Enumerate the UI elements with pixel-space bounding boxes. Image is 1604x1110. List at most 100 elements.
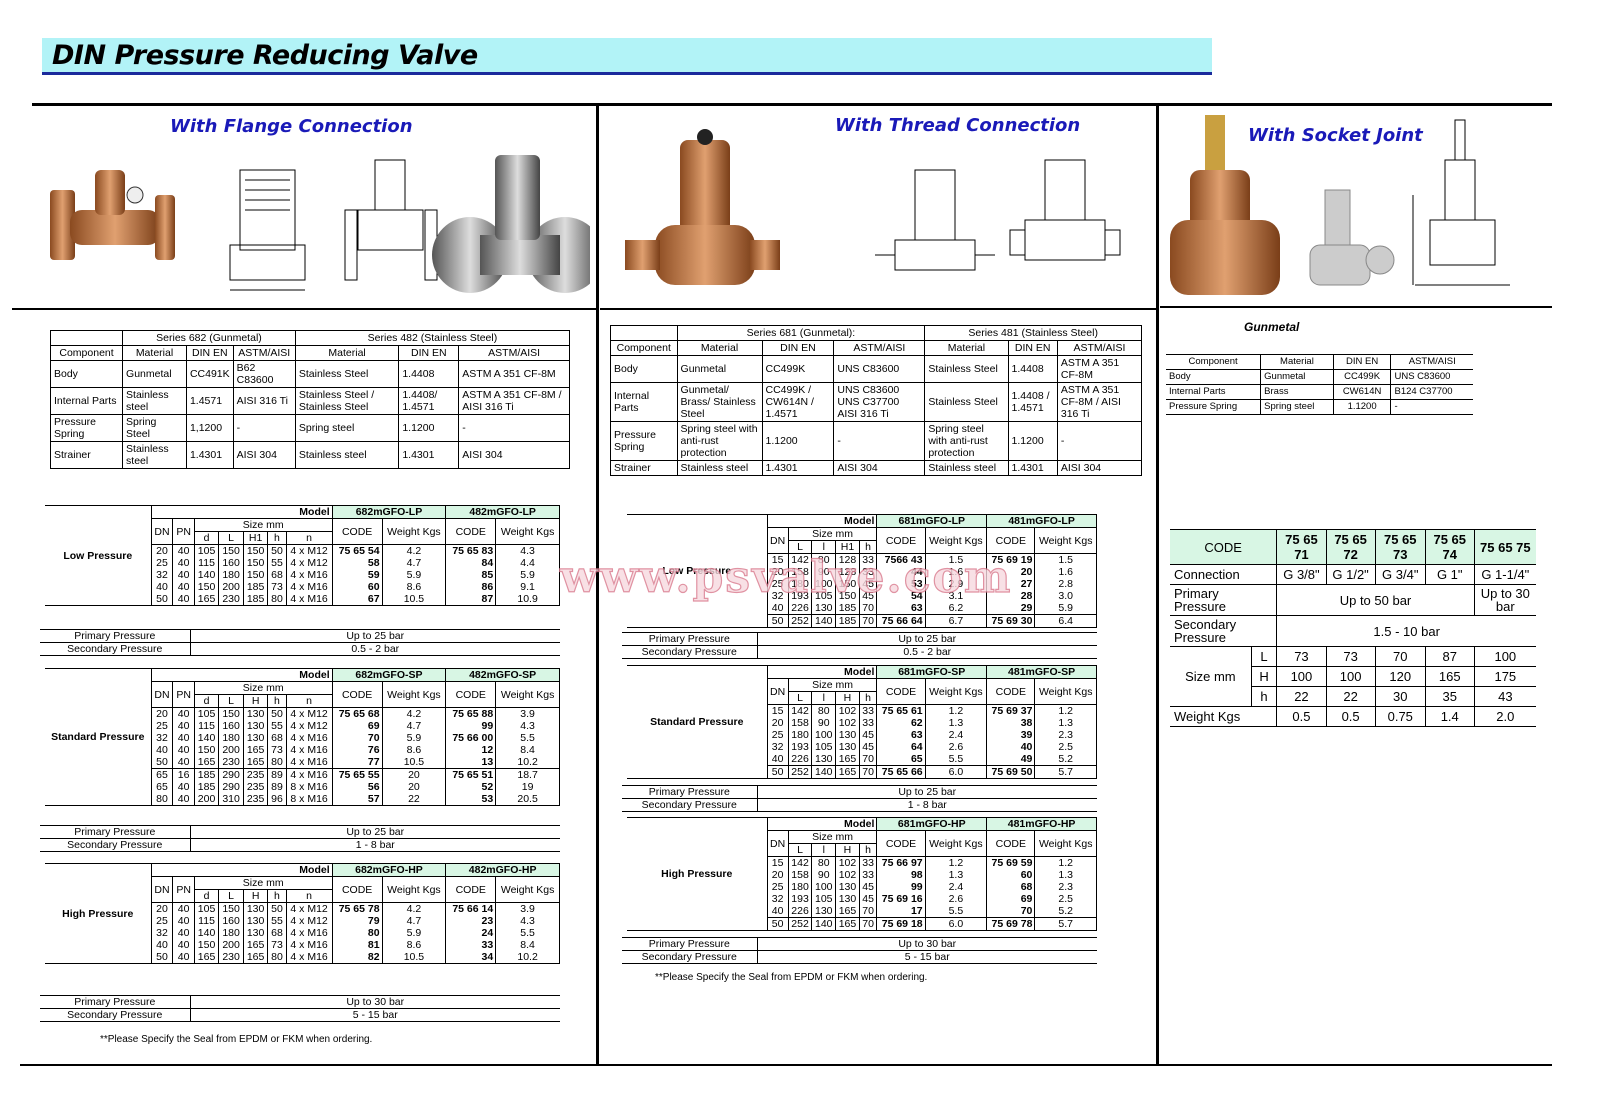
data-row: 15 142 80 128 33 7566 43 1.5 75 69 19 1.5	[627, 553, 1097, 566]
pressure-class-label: Standard Pressure	[627, 665, 768, 779]
value-cell: 150	[242, 557, 269, 569]
bronze-thread-valve-photo	[625, 129, 780, 285]
column-header: DN	[150, 681, 174, 708]
connection-value: G 3/8"	[1276, 564, 1327, 585]
value-cell: 40	[172, 902, 195, 915]
dimension-label: H	[1251, 666, 1278, 687]
socket-materials-table: Component Material DIN EN ASTM/AISI Body Gunm…	[1166, 354, 1473, 415]
column-header: ASTM/AISI	[1056, 340, 1143, 356]
value-cell: 40	[172, 793, 195, 806]
value-cell: 1.5	[1034, 553, 1097, 566]
socket-code: 75 65 74	[1424, 529, 1475, 565]
value-cell: 10.2	[495, 951, 560, 964]
value-cell: 6.0	[924, 765, 988, 779]
primary-pressure-label: Primary Pressure	[40, 629, 190, 643]
size-column-header: H	[242, 889, 269, 903]
value-cell: 45	[858, 881, 878, 893]
value-cell: 2.9	[924, 578, 988, 590]
model-name: 682mGFO-LP	[331, 505, 447, 519]
column-header: CODE	[445, 681, 497, 708]
code-cell: 75 69 59	[986, 856, 1036, 869]
value-cell: 40	[766, 905, 789, 918]
value-cell: 55	[267, 557, 287, 569]
divider	[1160, 306, 1552, 308]
material-cell: AISI 316 Ti	[232, 387, 296, 415]
column-header: DN	[766, 830, 789, 857]
material-cell: AISI 304	[458, 441, 570, 469]
value-cell: 20	[150, 707, 174, 720]
data-row: 20 40 105 150 130 50 4 x M12 75 65 78 4.2 75 66 1…	[45, 902, 560, 915]
value-cell: 165	[835, 905, 860, 918]
code-row: CODE 75 65 71 75 65 72 75 65 73 75 65 74 75 6…	[1170, 529, 1536, 565]
material-row: Internal Parts Brass CW614N B124 C37700	[1166, 384, 1473, 400]
column-header-row: Component Material DIN EN ASTM/AISI Material…	[49, 345, 570, 361]
value-cell: 200	[218, 581, 244, 593]
column-header: Weight Kgs	[381, 681, 447, 708]
size-row: Size mm L 73 73 70 87 100	[1170, 646, 1536, 707]
material-cell: CC499K	[761, 355, 835, 383]
code-cell: 75 69 16	[876, 893, 926, 905]
value-cell: 4.2	[381, 707, 447, 720]
value-cell: 165	[242, 744, 269, 756]
primary-pressure-value: Up to 30 bar	[756, 937, 1097, 951]
divider	[600, 308, 1157, 310]
value-cell: 50	[766, 614, 789, 628]
size-column-header: H	[242, 694, 269, 708]
column-header: DN	[766, 527, 789, 554]
value-cell: 89	[267, 768, 287, 781]
model-name: 482mGFO-SP	[445, 668, 560, 682]
pressure-class-label: High Pressure	[45, 863, 152, 964]
value-cell: 50	[267, 707, 287, 720]
value-cell: 20	[766, 717, 789, 729]
code-cell: 75 69 37	[986, 704, 1036, 717]
material-cell: B124 C37700	[1390, 384, 1473, 400]
thread-seal-note: **Please Specify the Seal from EPDM or F…	[655, 972, 928, 983]
value-cell: 45	[858, 578, 878, 590]
data-row: 50 252 140 165 70 75 65 66 6.0 75 69 50 5.7	[627, 765, 1097, 779]
value-cell: 4.3	[495, 915, 560, 927]
value-cell: 33	[858, 869, 878, 881]
value-cell: 40	[172, 781, 195, 793]
value-cell: 165	[242, 939, 269, 951]
value-cell: 4 x M16	[285, 569, 333, 581]
code-cell: 17	[876, 905, 926, 918]
material-cell: Stainless steel	[294, 441, 400, 469]
material-cell: -	[1390, 399, 1473, 415]
pressure-class-label: Low Pressure	[627, 514, 768, 628]
value-cell: 4 x M16	[285, 951, 333, 964]
secondary-pressure-value: 0.5 - 2 bar	[756, 645, 1097, 659]
weight-value: 1.4	[1424, 706, 1475, 727]
column-header: Size mm	[787, 678, 878, 692]
code-cell: 98	[876, 869, 926, 881]
column-header: DIN EN	[1332, 354, 1391, 370]
code-cell: 49	[986, 753, 1036, 766]
material-row: Internal Parts Stainless steel 1.4571 AISI …	[49, 387, 570, 415]
value-cell: 180	[218, 569, 244, 581]
primary-pressure-row: Primary Pressure Up to 25 bar	[40, 629, 560, 643]
data-row: 40 226 130 185 70 63 6.2 29 5.9	[627, 602, 1097, 615]
data-row: 20 40 105 150 130 50 4 x M12 75 65 68 4.2 75 65 8…	[45, 707, 560, 720]
data-row: 40 40 150 200 165 73 4 x M16 81 8.6 33 8.4	[45, 939, 560, 951]
material-cell: 1.4408	[1007, 355, 1058, 383]
value-cell: 80	[811, 856, 837, 869]
value-cell: 185	[193, 781, 220, 793]
primary-pressure-row: Primary Pressure Up to 30 bar	[622, 937, 1097, 951]
value-cell: 193	[787, 893, 813, 905]
small-valve-photo	[1309, 189, 1395, 286]
material-cell: Stainless Steel	[294, 360, 400, 388]
value-cell: 4 x M12	[285, 544, 333, 557]
socket-code: 75 65 71	[1276, 529, 1327, 565]
material-cell: Stainless Steel / Stainless Steel	[294, 387, 400, 415]
secondary-pressure-value: 1 - 8 bar	[756, 798, 1097, 812]
value-cell: 130	[242, 707, 269, 720]
code-cell: 12	[445, 744, 497, 756]
code-cell: 80	[331, 927, 383, 939]
connection-value: G 3/4"	[1374, 564, 1426, 585]
column-header: Size mm	[193, 518, 333, 532]
value-cell: 3.9	[495, 902, 560, 915]
value-cell: 200	[193, 793, 220, 806]
code-cell: 75 69 19	[986, 553, 1036, 566]
value-cell: 150	[218, 902, 244, 915]
material-row: Pressure Spring Spring steel 1.1200-	[1166, 399, 1473, 415]
size-value: 73	[1276, 646, 1327, 667]
